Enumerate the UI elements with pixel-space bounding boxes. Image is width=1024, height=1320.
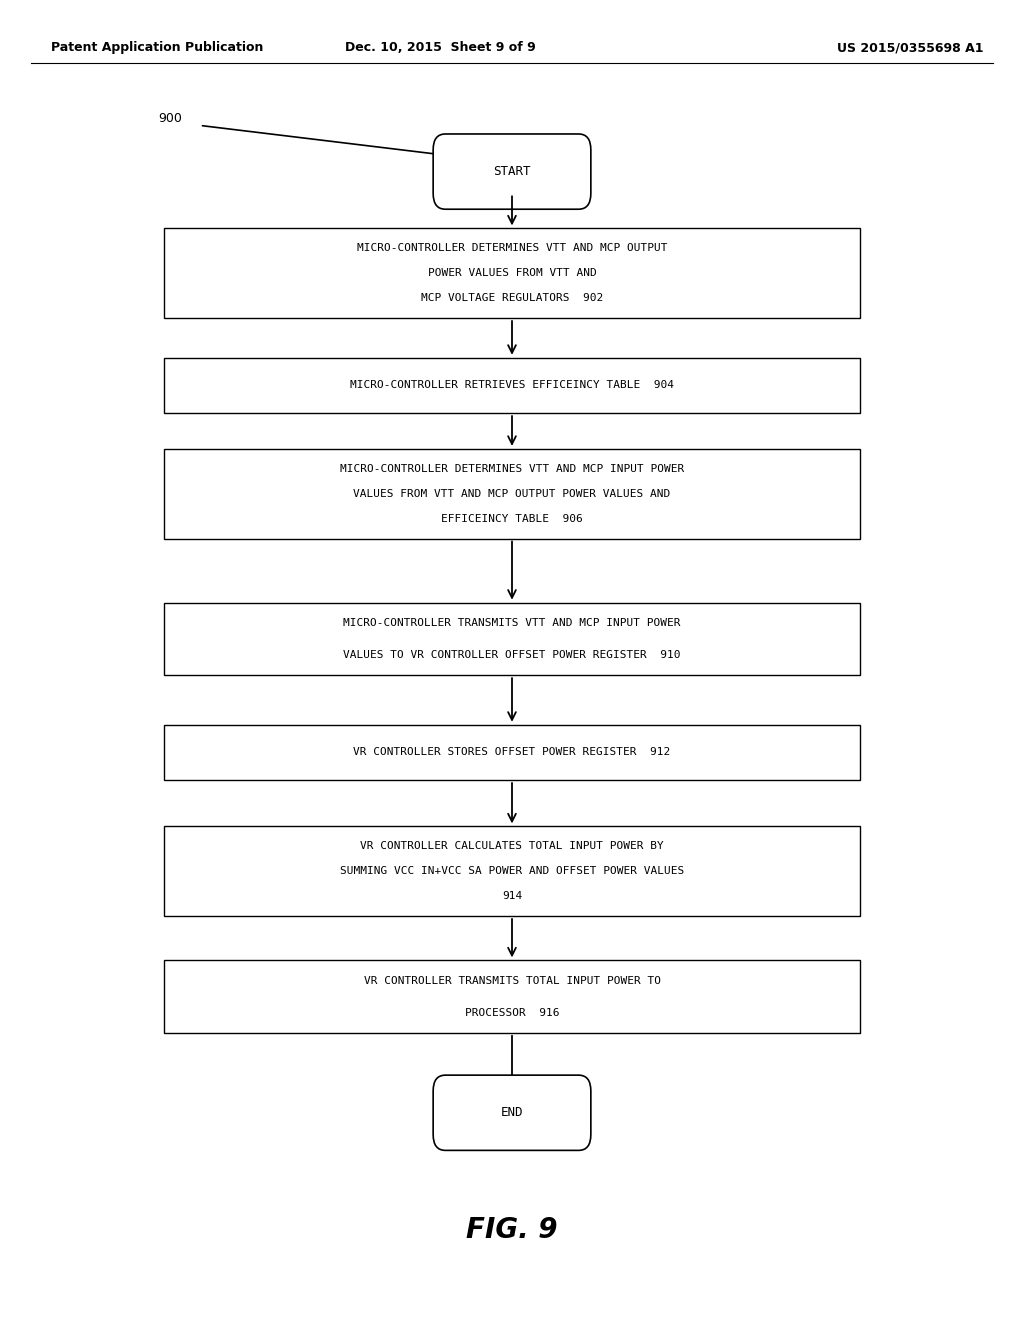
Text: VALUES FROM VTT AND MCP OUTPUT POWER VALUES AND: VALUES FROM VTT AND MCP OUTPUT POWER VAL… [353,488,671,499]
Text: MICRO-CONTROLLER TRANSMITS VTT AND MCP INPUT POWER: MICRO-CONTROLLER TRANSMITS VTT AND MCP I… [343,618,681,628]
Bar [164,228,860,318]
Text: VR CONTROLLER CALCULATES TOTAL INPUT POWER BY: VR CONTROLLER CALCULATES TOTAL INPUT POW… [360,841,664,851]
Bar [164,449,860,539]
Text: MCP VOLTAGE REGULATORS  902: MCP VOLTAGE REGULATORS 902 [421,293,603,304]
Text: MICRO-CONTROLLER DETERMINES VTT AND MCP INPUT POWER: MICRO-CONTROLLER DETERMINES VTT AND MCP … [340,463,684,474]
Bar [164,826,860,916]
Bar [164,602,860,676]
Bar [164,358,860,413]
Text: VR CONTROLLER TRANSMITS TOTAL INPUT POWER TO: VR CONTROLLER TRANSMITS TOTAL INPUT POWE… [364,975,660,986]
Text: VALUES TO VR CONTROLLER OFFSET POWER REGISTER  910: VALUES TO VR CONTROLLER OFFSET POWER REG… [343,649,681,660]
FancyBboxPatch shape [433,1074,591,1150]
Text: EFFICEINCY TABLE  906: EFFICEINCY TABLE 906 [441,513,583,524]
Text: MICRO-CONTROLLER RETRIEVES EFFICEINCY TABLE  904: MICRO-CONTROLLER RETRIEVES EFFICEINCY TA… [350,380,674,391]
Text: 900: 900 [159,112,182,125]
Text: POWER VALUES FROM VTT AND: POWER VALUES FROM VTT AND [428,268,596,279]
Text: START: START [494,165,530,178]
Text: Patent Application Publication: Patent Application Publication [51,41,263,54]
Text: Dec. 10, 2015  Sheet 9 of 9: Dec. 10, 2015 Sheet 9 of 9 [345,41,536,54]
Text: 914: 914 [502,891,522,902]
Text: US 2015/0355698 A1: US 2015/0355698 A1 [837,41,983,54]
Text: VR CONTROLLER STORES OFFSET POWER REGISTER  912: VR CONTROLLER STORES OFFSET POWER REGIST… [353,747,671,758]
Text: MICRO-CONTROLLER DETERMINES VTT AND MCP OUTPUT: MICRO-CONTROLLER DETERMINES VTT AND MCP … [356,243,668,253]
Text: FIG. 9: FIG. 9 [466,1216,558,1245]
Bar [164,961,860,1032]
Text: SUMMING VCC IN+VCC SA POWER AND OFFSET POWER VALUES: SUMMING VCC IN+VCC SA POWER AND OFFSET P… [340,866,684,876]
Text: PROCESSOR  916: PROCESSOR 916 [465,1007,559,1018]
Text: END: END [501,1106,523,1119]
FancyBboxPatch shape [433,133,591,209]
Bar [164,725,860,780]
